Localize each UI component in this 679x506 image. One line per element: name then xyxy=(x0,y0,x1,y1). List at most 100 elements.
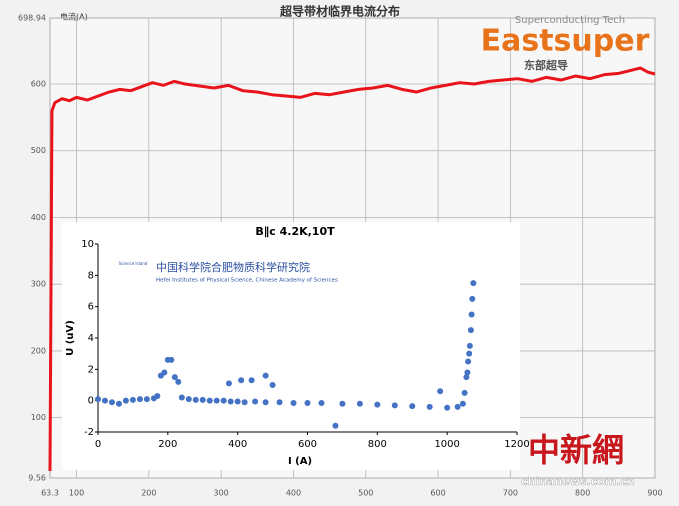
y-tick-label: 300 xyxy=(31,280,46,289)
logo-name: Eastsuper xyxy=(481,24,650,59)
x-tick-label: 400 xyxy=(286,489,301,498)
data-point xyxy=(409,403,416,410)
data-point xyxy=(426,403,433,410)
data-point xyxy=(466,342,473,349)
watermark-name: 中新網 xyxy=(528,431,624,469)
data-point xyxy=(262,372,269,379)
y-tick-label: 600 xyxy=(31,80,46,89)
chart-title: 超导带材临界电流分布 xyxy=(279,4,400,19)
y-tick-label: 10 xyxy=(81,239,94,250)
x-tick-label: 500 xyxy=(358,489,373,498)
data-line xyxy=(48,66,656,472)
x-tick-label: 100 xyxy=(69,489,84,498)
data-point xyxy=(101,397,108,404)
y-tick-label: 200 xyxy=(31,346,46,355)
x-tick-label: 600 xyxy=(430,489,445,498)
data-point xyxy=(178,394,185,401)
data-point xyxy=(332,422,339,429)
x-tick-label: 700 xyxy=(503,489,518,498)
data-point xyxy=(262,399,269,406)
data-point xyxy=(129,396,136,403)
x-tick-label: 900 xyxy=(647,489,662,498)
data-point xyxy=(463,374,470,381)
data-point xyxy=(161,369,168,376)
data-point xyxy=(464,369,471,376)
data-point xyxy=(206,397,213,404)
inset-logo-badge: Science Island xyxy=(119,261,148,266)
data-point xyxy=(192,396,199,403)
y-tick-label: 9.56 xyxy=(28,474,46,483)
y-axis-label: 电流(A) xyxy=(60,12,88,22)
y-tick-label: 100 xyxy=(31,413,46,422)
data-point xyxy=(374,401,381,408)
data-point xyxy=(225,380,232,387)
chart-title: B∥c 4.2K,10T xyxy=(255,225,335,238)
y-tick-label: 2 xyxy=(88,364,94,375)
y-tick-label: 0 xyxy=(88,396,94,407)
data-point xyxy=(269,382,276,388)
data-point xyxy=(339,400,346,407)
data-point xyxy=(276,399,283,406)
y-axis-label: U (uV) xyxy=(65,320,76,356)
y-tick-label: 6 xyxy=(88,302,94,313)
x-tick-label: 600 xyxy=(298,439,317,450)
data-point xyxy=(444,404,451,411)
data-point xyxy=(168,356,175,363)
data-point xyxy=(304,400,311,407)
y-tick-label: 400 xyxy=(31,213,46,222)
data-point xyxy=(199,396,206,403)
data-point xyxy=(248,377,255,384)
data-point xyxy=(318,400,325,407)
data-point xyxy=(290,400,297,407)
data-point xyxy=(241,399,248,406)
x-axis-label: I (A) xyxy=(288,456,312,467)
data-point xyxy=(185,396,192,403)
data-point xyxy=(234,398,241,405)
data-point xyxy=(227,398,234,405)
x-tick-label: 800 xyxy=(575,489,590,498)
data-point xyxy=(136,396,143,403)
data-point xyxy=(459,400,466,407)
x-tick-label: 1000 xyxy=(434,439,459,450)
data-point xyxy=(122,397,129,404)
data-point xyxy=(175,378,182,385)
x-tick-label: 0 xyxy=(95,439,101,450)
y-tick-label: 698.94 xyxy=(18,14,46,23)
data-point xyxy=(466,350,473,357)
data-point xyxy=(95,396,101,403)
data-point xyxy=(465,358,472,365)
inset-logo-english: Hefei Institutes of Physical Science, Ch… xyxy=(156,278,338,284)
data-point xyxy=(238,377,245,384)
data-point xyxy=(437,388,444,395)
data-point xyxy=(467,327,474,334)
x-tick-label: 200 xyxy=(158,439,177,450)
y-tick-label: -2 xyxy=(84,427,94,438)
data-point xyxy=(115,400,122,407)
data-point xyxy=(454,403,461,410)
data-point xyxy=(391,402,398,409)
data-point xyxy=(461,389,468,396)
y-tick-label: 8 xyxy=(88,270,94,281)
inset-logo-chinese: 中国科学院合肥物质科学研究院 xyxy=(156,260,310,274)
data-point xyxy=(154,392,161,399)
logo-tagline: Superconducting Tech xyxy=(515,15,625,26)
data-point xyxy=(213,397,220,404)
logo-chinese: 东部超导 xyxy=(524,58,568,72)
data-point xyxy=(252,398,259,405)
data-point xyxy=(356,400,363,407)
x-tick-label: 200 xyxy=(141,489,156,498)
data-point xyxy=(469,295,476,302)
x-tick-label: 1200 xyxy=(504,439,529,450)
inset-panel xyxy=(62,222,520,470)
data-point xyxy=(143,396,150,403)
x-tick-label: 63.3 xyxy=(41,489,59,498)
x-tick-label: 300 xyxy=(214,489,229,498)
data-point xyxy=(108,399,115,406)
y-tick-label: 4 xyxy=(88,333,94,344)
watermark-url: chinanews.com.cn xyxy=(521,475,635,488)
x-tick-label: 400 xyxy=(228,439,247,450)
y-tick-label: 500 xyxy=(31,146,46,155)
data-point xyxy=(470,280,477,287)
